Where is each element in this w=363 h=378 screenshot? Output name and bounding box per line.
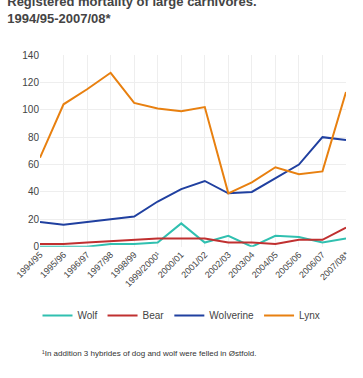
svg-text:1997/98: 1997/98: [85, 250, 115, 280]
svg-text:40: 40: [28, 186, 40, 197]
svg-text:120: 120: [22, 77, 39, 88]
svg-text:140: 140: [22, 50, 39, 61]
svg-text:2002/03: 2002/03: [203, 250, 233, 280]
svg-text:2005/06: 2005/06: [273, 250, 303, 280]
svg-text:1994/95: 1994/95: [15, 250, 45, 280]
svg-text:20: 20: [28, 214, 40, 225]
svg-text:Wolf: Wolf: [78, 310, 98, 321]
svg-text:60: 60: [28, 159, 40, 170]
svg-text:0: 0: [33, 241, 39, 252]
svg-text:2000/01: 2000/01: [156, 250, 186, 280]
svg-text:1996/97: 1996/97: [62, 250, 92, 280]
svg-text:2006/07: 2006/07: [297, 250, 327, 280]
svg-text:2001/02: 2001/02: [179, 250, 209, 280]
svg-text:Registered mortality of large: Registered mortality of large carnivores…: [7, 0, 256, 26]
svg-text:Wolverine: Wolverine: [209, 310, 254, 321]
svg-text:1995/96: 1995/96: [38, 250, 68, 280]
svg-text:1999/2000¹: 1999/2000¹: [123, 250, 162, 289]
svg-text:Lynx: Lynx: [299, 310, 320, 321]
svg-text:1998/99: 1998/99: [109, 250, 139, 280]
svg-text:80: 80: [28, 132, 40, 143]
svg-text:2004/05: 2004/05: [250, 250, 280, 280]
svg-text:2007/08*: 2007/08*: [318, 249, 351, 282]
svg-text:2003/04: 2003/04: [226, 250, 256, 280]
svg-text:¹In addition 3 hybrides of dog: ¹In addition 3 hybrides of dog and wolf …: [42, 349, 256, 358]
svg-text:100: 100: [22, 104, 39, 115]
svg-text:Bear: Bear: [143, 310, 165, 321]
